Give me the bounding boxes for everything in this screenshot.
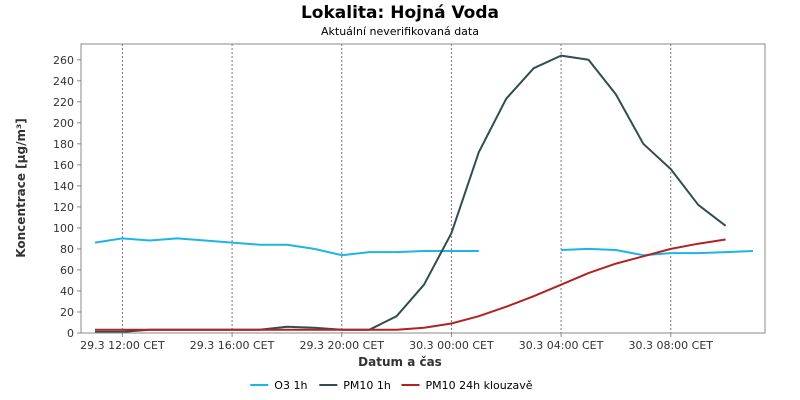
legend-label: PM10 24h klouzavě: [426, 379, 533, 392]
series-lines: [94, 54, 754, 333]
x-tick-label: 29.3 12:00 CET: [80, 339, 165, 352]
y-tick-label: 240: [53, 75, 74, 88]
chart-subtitle: Aktuální neverifikovaná data: [321, 25, 479, 38]
x-tick-label: 30.3 08:00 CET: [628, 339, 713, 352]
y-tick-label: 80: [60, 243, 74, 256]
y-tick-label: 60: [60, 264, 74, 277]
series-line: [94, 237, 754, 257]
y-tick-label: 180: [53, 138, 74, 151]
y-axis-ticks: 0 20 40 60 80 100 120 140 160 180 200 220 240 260: [53, 54, 81, 340]
legend-label: O3 1h: [274, 379, 307, 392]
y-tick-label: 220: [53, 96, 74, 109]
plot-border: [80, 43, 766, 334]
y-tick-label: 200: [53, 117, 74, 130]
y-tick-label: 20: [60, 306, 74, 319]
y-tick-label: 0: [67, 327, 74, 340]
y-tick-label: 120: [53, 201, 74, 214]
y-tick-label: 140: [53, 180, 74, 193]
y-tick-label: 160: [53, 159, 74, 172]
legend-label: PM10 1h: [343, 379, 391, 392]
grid-lines: [121, 44, 672, 333]
legend: O3 1h PM10 1h PM10 24h klouzavě: [250, 379, 533, 392]
x-tick-label: 30.3 04:00 CET: [519, 339, 604, 352]
x-axis-label: Datum a čas: [358, 355, 442, 369]
y-tick-label: 100: [53, 222, 74, 235]
chart-title: Lokalita: Hojná Voda: [301, 3, 499, 23]
y-axis-label: Koncentrace [µg/m³]: [14, 118, 28, 257]
x-tick-label: 29.3 16:00 CET: [190, 339, 275, 352]
x-axis-ticks: 29.3 12:00 CET 29.3 16:00 CET 29.3 20:00 C…: [80, 333, 713, 352]
y-tick-label: 260: [53, 54, 74, 67]
x-tick-label: 29.3 20:00 CET: [299, 339, 384, 352]
series-line: [95, 238, 726, 331]
y-tick-label: 40: [60, 285, 74, 298]
plot-area: [81, 44, 765, 333]
x-tick-label: 30.3 00:00 CET: [409, 339, 494, 352]
